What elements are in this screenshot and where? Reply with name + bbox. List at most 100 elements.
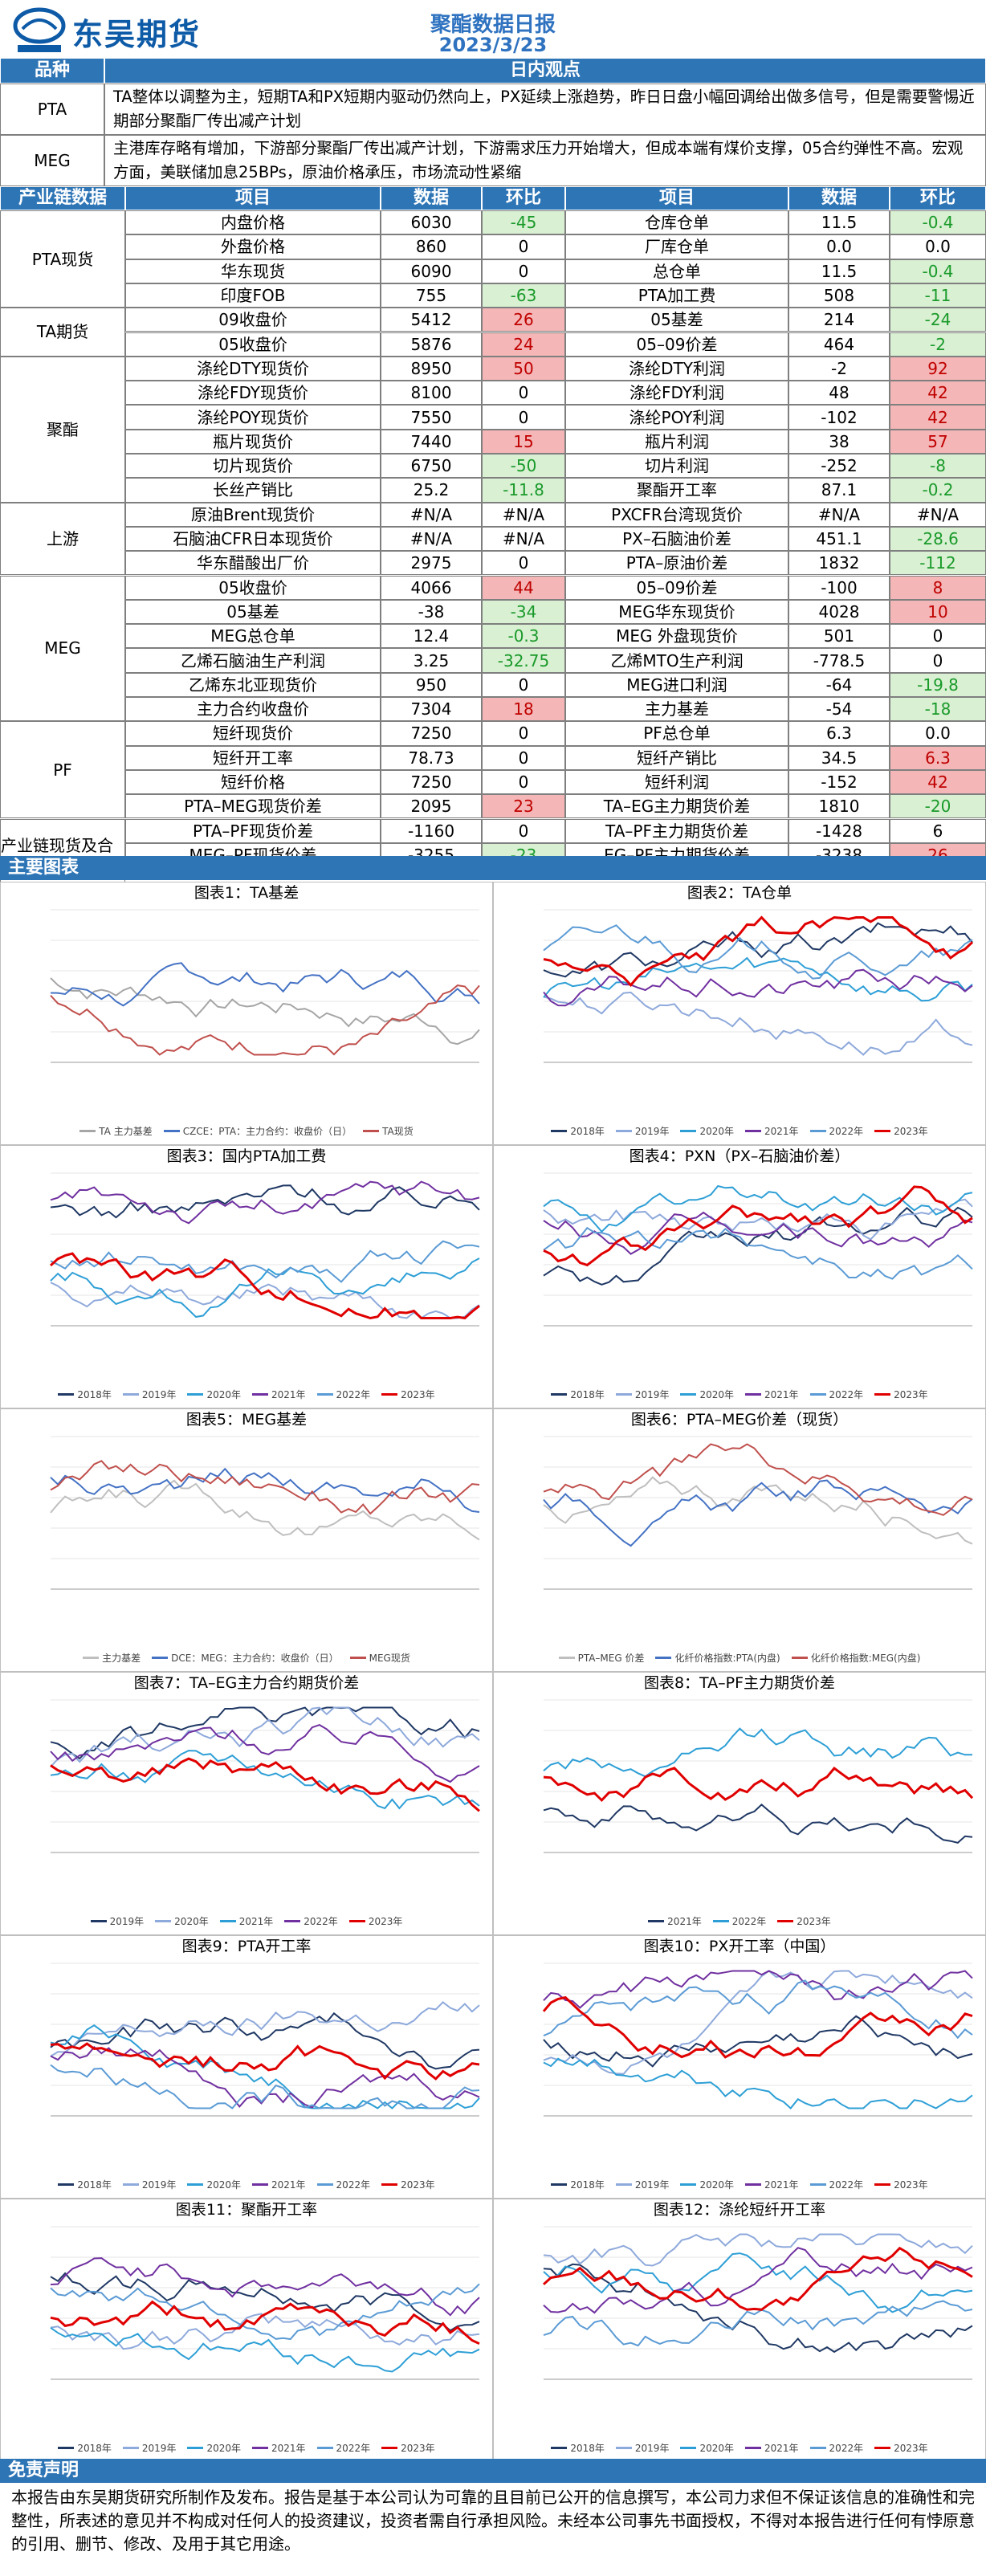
item-change: 92 [890,356,986,381]
series-line [50,2272,480,2332]
group-label: TA期货 [0,308,125,357]
legend-label: 2021年 [271,1389,306,1400]
item-value: 950 [381,672,482,697]
chart-legend: 2018年 2019年 2020年 2021年 2022年 2023年 [1,1388,492,1401]
item-change: -20 [890,794,986,819]
series-line [50,2024,480,2109]
chart-title: 图表4：PXN（PX–石脑油价差） [629,1147,850,1165]
report-header: 东吴期货 聚酯数据日报 2023/3/23 [0,0,986,58]
legend-label: 2020年 [206,1389,241,1400]
item-value: 1832 [788,551,890,576]
table-header-5: 数据 [788,186,890,210]
item-name: MEG华东现货价 [565,599,788,625]
item-value: 3.25 [381,648,482,673]
item-name: PTA–MEG现货价差 [125,794,381,819]
series-line [543,1970,973,2009]
series-line [50,2011,480,2070]
item-value: 8950 [381,356,482,381]
report-date: 2023/3/23 [438,34,548,56]
item-value: 2095 [381,794,482,819]
legend-swatch [615,2183,632,2186]
legend-item: 2018年 [551,2441,605,2455]
legend-swatch [551,1130,568,1132]
item-value: -252 [788,454,890,479]
legend-swatch [79,1130,96,1132]
legend-item: 2019年 [615,2178,669,2191]
series-line [50,1282,480,1319]
legend-swatch [83,1657,100,1659]
item-change: -8 [890,454,986,479]
legend-item: 2021年 [252,2178,306,2191]
chart-plot [542,2226,973,2380]
item-name: 华东醋酸出厂价 [125,551,381,576]
item-value: 755 [381,283,482,308]
legend-label: 2019年 [634,1389,670,1400]
item-name: 瓶片利润 [565,429,788,454]
item-change: -11.8 [482,478,565,503]
legend-item: 2021年 [745,1124,799,1138]
item-name: 乙烯石脑油生产利润 [125,648,381,673]
item-value: 8100 [381,381,482,406]
legend-item: 主力基差 [83,1651,141,1665]
legend-label: 2021年 [271,2443,306,2454]
series-line [543,2252,973,2313]
legend-item: 2020年 [680,1388,734,1401]
series-line [50,977,480,1045]
item-value: 5412 [381,308,482,332]
chart-title: 图表12：涤纶短纤开工率 [653,2201,826,2219]
legend-swatch [551,1393,568,1396]
legend-swatch [58,2447,75,2449]
table-header-6: 环比 [890,186,986,210]
legend-label: 2022年 [304,1916,338,1927]
legend-swatch [316,2447,333,2449]
item-value: 11.5 [788,259,890,283]
item-value: -38 [381,599,482,625]
legend-label: TA 主力基差 [99,1126,153,1137]
legend-item: 2022年 [284,1914,338,1928]
item-change: 6 [890,818,986,843]
view-name-meg: MEG [0,135,104,186]
legend-label: 2018年 [77,1389,112,1400]
legend-swatch [680,1393,697,1396]
legend-item: 2022年 [316,2441,370,2455]
legend-item: 2021年 [219,1914,274,1928]
item-value: 78.73 [381,745,482,770]
legend-swatch [187,2183,204,2186]
legend-swatch [551,2447,568,2449]
chart-plot [49,1172,480,1327]
item-value: 6750 [381,454,482,479]
legend-label: MEG现货 [369,1653,410,1664]
legend-label: 2021年 [764,2443,799,2454]
series-line [49,1252,480,1320]
legend-swatch [809,1393,826,1396]
legend-item: 2021年 [745,2178,799,2191]
legend-label: 2021年 [238,1916,274,1927]
chart-plot [543,909,974,1063]
item-name: 短纤价格 [125,769,381,795]
item-change: -0.4 [890,259,986,283]
legend-label: 2023年 [797,1916,831,1927]
legend-label: 2018年 [77,2179,112,2191]
series-line [543,2057,973,2109]
legend-label: 2023年 [401,1389,435,1400]
chart-plot [543,1436,973,1590]
item-change: -63 [482,283,565,308]
series-line [50,984,480,1056]
series-line [543,1443,973,1516]
legend-item: 2020年 [187,1388,241,1401]
table-header-2: 数据 [381,186,482,210]
legend-swatch [874,1130,891,1132]
legend-swatch [809,2183,826,2186]
item-value: 501 [788,624,890,649]
legend-item: TA 主力基差 [79,1124,153,1138]
item-change: 42 [890,405,986,430]
legend-swatch [363,1130,380,1132]
series-line [542,2246,973,2311]
chart-legend: 2021年 2022年 2023年 [494,1914,985,1928]
item-value: 7304 [381,697,482,722]
item-value: -152 [788,769,890,795]
legend-swatch [152,1657,169,1659]
legend-swatch [615,1130,632,1132]
series-line [543,1767,974,1803]
item-change: 23 [482,794,565,819]
